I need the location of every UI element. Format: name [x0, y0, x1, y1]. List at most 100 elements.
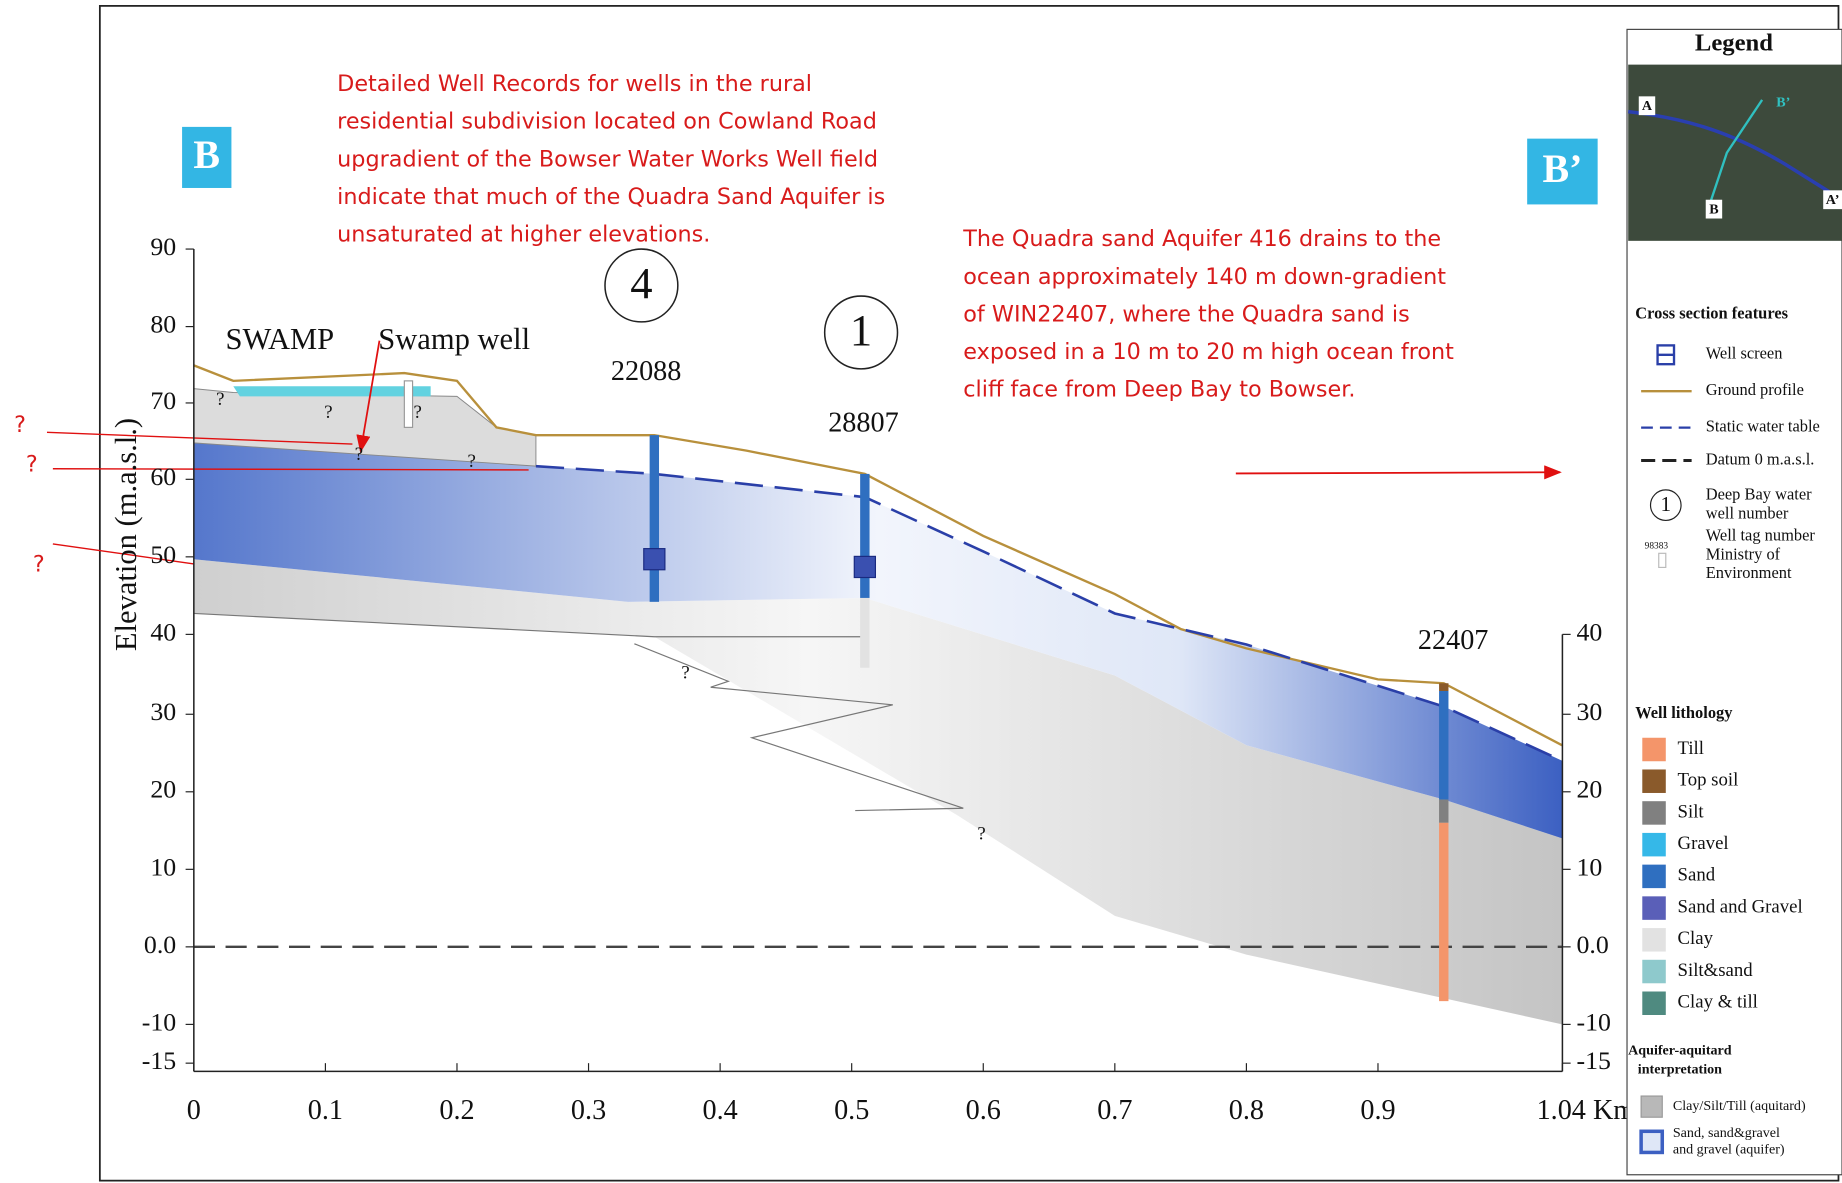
legend-label: Top soil	[1678, 770, 1739, 791]
legend-heading: Cross section features	[1635, 304, 1788, 323]
legend: Legend A B’ B A’ Cross section features …	[1627, 29, 1842, 1174]
y-tick-label: 40	[150, 617, 176, 646]
map-label: A’	[1826, 192, 1840, 208]
legend-label: Sand	[1678, 865, 1716, 886]
section-body	[194, 365, 1562, 1024]
y-tick-label: 20	[150, 775, 176, 804]
y-tick-label: 0.0	[144, 930, 176, 959]
legend-symbol-text: 98383	[1645, 541, 1669, 551]
x-tick-label: 0.1	[308, 1095, 343, 1126]
well-tag: 22407	[1418, 625, 1488, 656]
annotation-line: indicate that much of the Quadra Sand Aq…	[337, 184, 885, 210]
question-mark: ?	[977, 824, 985, 845]
question-mark: ?	[26, 452, 38, 478]
legend-label: Ministry of	[1706, 544, 1781, 563]
y-tick-label: 70	[150, 386, 176, 415]
annotation-line: exposed in a 10 m to 20 m high ocean fro…	[963, 339, 1454, 365]
legend-swatch	[1642, 738, 1665, 761]
well-segment	[1439, 800, 1448, 823]
question-mark: ?	[468, 451, 476, 472]
legend-title: Legend	[1695, 29, 1773, 56]
x-tick-label: 0.4	[703, 1095, 738, 1126]
legend-label: Environment	[1706, 563, 1792, 582]
annotation-line: unsaturated at higher elevations.	[337, 221, 710, 247]
y-tick-label: 50	[150, 540, 176, 569]
y-tick-label: 90	[150, 232, 176, 261]
well-number: 4	[630, 258, 652, 308]
legend-label: well number	[1706, 503, 1789, 522]
map-label: B’	[1776, 95, 1790, 111]
legend-swatch	[1642, 896, 1665, 919]
section-label: B’	[1542, 146, 1582, 191]
x-tick-label: 0.9	[1360, 1095, 1395, 1126]
legend-heading: interpretation	[1638, 1061, 1722, 1077]
legend-symbol	[1659, 553, 1666, 567]
y2-tick-label: 0.0	[1577, 930, 1609, 959]
map-label: A	[1642, 98, 1653, 114]
legend-swatch	[1642, 865, 1665, 888]
aquitard	[194, 559, 1562, 1024]
well-tag: 28807	[828, 408, 898, 439]
question-mark: ?	[216, 389, 224, 410]
well-segment	[860, 474, 869, 598]
well-number: 1	[850, 305, 872, 355]
legend-label: Well screen	[1706, 344, 1783, 363]
legend-label: and gravel (aquifer)	[1673, 1141, 1785, 1157]
annotation-line: of WIN22407, where the Quadra sand is	[963, 301, 1409, 327]
annotation-line: ocean approximately 140 m down-gradient	[963, 264, 1446, 290]
swamp-water	[233, 386, 430, 396]
legend-swatch	[1642, 769, 1665, 792]
legend-symbol-text: 1	[1661, 492, 1672, 516]
legend-swatch	[1641, 1096, 1662, 1117]
legend-label: Silt&sand	[1678, 960, 1754, 981]
annotation-line: Detailed Well Records for wells in the r…	[337, 71, 812, 97]
section-text: Swamp well	[378, 322, 530, 356]
legend-swatch	[1642, 992, 1665, 1015]
legend-label: Datum 0 m.a.s.l.	[1706, 449, 1815, 468]
y2-tick-label: -15	[1577, 1046, 1611, 1075]
x-tick-label: 0	[187, 1095, 201, 1126]
y2-tick-label: 30	[1577, 697, 1603, 726]
question-mark: ?	[14, 412, 26, 438]
legend-heading: Well lithology	[1635, 703, 1733, 722]
legend-swatch	[1642, 960, 1665, 983]
page: B B’ Detailed Well Records for wells in …	[0, 0, 1842, 1183]
legend-label: Static water table	[1706, 416, 1820, 435]
legend-label: Ground profile	[1706, 380, 1804, 399]
x-tick-label: 1.04 Km	[1537, 1095, 1636, 1126]
legend-swatch	[1641, 1131, 1662, 1152]
y2-tick-label: 10	[1577, 852, 1603, 881]
y2-tick-label: 40	[1577, 617, 1603, 646]
map-label: B	[1709, 202, 1718, 218]
x-tick-label: 0.8	[1229, 1095, 1264, 1126]
annotation-line: The Quadra sand Aquifer 416 drains to th…	[962, 226, 1441, 252]
legend-label: Well tag number	[1706, 526, 1816, 545]
legend-label: Deep Bay water	[1706, 485, 1812, 504]
x-tick-label: 0.7	[1097, 1095, 1132, 1126]
legend-swatch	[1642, 928, 1665, 951]
legend-label: Silt	[1678, 801, 1705, 822]
legend-map	[1628, 65, 1842, 241]
annotation-line: residential subdivision located on Cowla…	[337, 109, 877, 135]
y-tick-label: 80	[150, 310, 176, 339]
y-tick-label: -15	[142, 1046, 176, 1075]
x-tick-label: 0.3	[571, 1095, 606, 1126]
question-mark: ?	[33, 552, 45, 578]
well-tag: 22088	[611, 356, 681, 387]
y-tick-label: 30	[150, 697, 176, 726]
legend-label: Clay & till	[1678, 992, 1758, 1013]
cross-section-figure: B B’ Detailed Well Records for wells in …	[0, 0, 1842, 1183]
x-tick-label: 0.6	[966, 1095, 1001, 1126]
question-mark: ?	[681, 663, 689, 684]
legend-swatch	[1642, 833, 1665, 856]
legend-label: Sand, sand&gravel	[1673, 1125, 1780, 1141]
annotation-line: upgradient of the Bowser Water Works Wel…	[337, 146, 878, 172]
well-screen	[854, 556, 875, 577]
y-tick-label: 60	[150, 462, 176, 491]
legend-label: Gravel	[1678, 833, 1729, 854]
y-tick-label: -10	[142, 1007, 176, 1036]
y2-tick-label: -10	[1577, 1007, 1611, 1036]
well-segment	[1439, 691, 1448, 800]
question-mark: ?	[324, 402, 332, 423]
section-text: SWAMP	[226, 322, 335, 356]
